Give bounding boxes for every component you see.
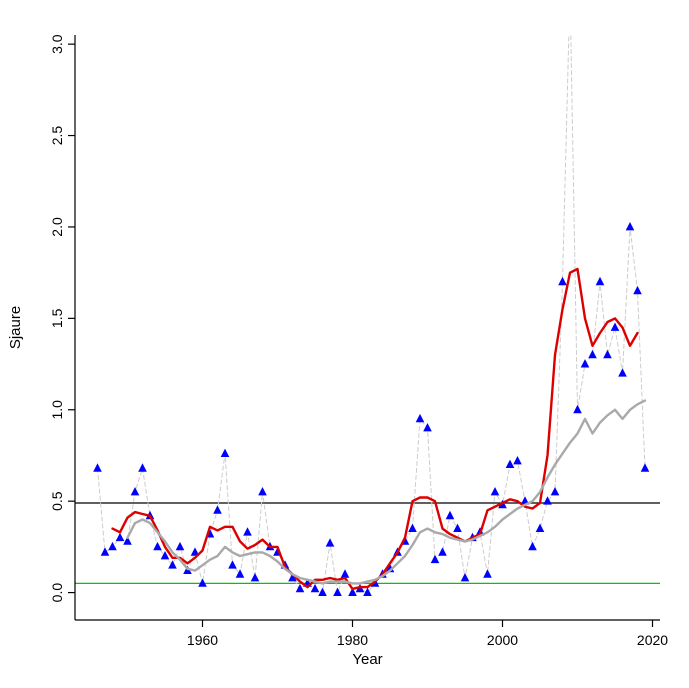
triangle-marker (220, 448, 230, 457)
triangle-marker (93, 463, 102, 472)
triangle-marker (640, 463, 650, 472)
triangle-marker (258, 487, 267, 496)
triangle-marker (108, 541, 117, 551)
y-tick-label: 0.5 (49, 491, 65, 511)
x-tick-label: 2020 (637, 632, 668, 648)
x-axis-title: Year (352, 651, 382, 668)
triangle-marker (588, 349, 597, 359)
y-tick-label: 1.5 (49, 308, 65, 328)
triangle-marker (558, 276, 567, 286)
smooth-gray-line (126, 399, 647, 585)
triangle-marker (633, 285, 642, 295)
triangle-marker (618, 368, 627, 377)
triangle-marker (228, 560, 237, 569)
triangle-marker (453, 523, 462, 532)
triangle-marker (348, 587, 357, 596)
triangle-marker (438, 547, 447, 556)
triangle-marker (235, 569, 245, 578)
y-tick-label: 0.0 (49, 583, 65, 603)
series-layer (93, 35, 650, 596)
triangle-marker (483, 569, 492, 578)
y-tick-label: 3.0 (49, 34, 65, 54)
triangle-marker (535, 523, 545, 532)
triangle-marker (333, 587, 342, 596)
triangle-marker (573, 404, 582, 414)
triangle-marker (543, 496, 552, 505)
triangle-marker (513, 456, 522, 465)
triangle-marker (490, 487, 500, 496)
triangle-marker (580, 359, 590, 368)
triangle-marker (408, 523, 417, 532)
smooth-red-line (111, 267, 639, 591)
triangle-marker (138, 463, 147, 472)
triangle-marker (250, 573, 260, 582)
triangle-marker (190, 547, 200, 556)
triangle-marker (243, 527, 252, 536)
triangle-marker (198, 578, 207, 587)
triangle-marker (160, 551, 170, 560)
triangle-marker (130, 487, 140, 496)
triangle-marker (213, 505, 222, 514)
triangle-marker (423, 423, 432, 432)
triangle-marker (168, 560, 177, 569)
triangle-marker (288, 573, 297, 582)
triangle-marker (363, 587, 372, 596)
triangle-marker (115, 532, 125, 542)
y-tick-label: 1.0 (49, 400, 65, 420)
triangle-marker (595, 276, 605, 286)
triangle-marker (415, 413, 425, 423)
triangle-marker (528, 541, 537, 551)
y-tick-label: 2.0 (49, 217, 65, 237)
y-axis-title: Sjaure (7, 306, 24, 349)
triangle-marker (325, 538, 335, 547)
triangle-marker (310, 583, 320, 593)
triangle-marker (318, 587, 327, 596)
triangle-marker (175, 541, 185, 551)
triangle-marker (625, 222, 635, 231)
x-tick-label: 1980 (337, 632, 368, 648)
triangle-marker (123, 536, 132, 545)
triangle-marker (445, 510, 455, 520)
x-tick-label: 2000 (487, 632, 518, 648)
triangle-marker (460, 573, 470, 582)
y-tick-label: 2.5 (49, 126, 65, 146)
triangle-marker (610, 322, 620, 331)
triangle-marker (505, 459, 515, 468)
triangle-marker (603, 349, 612, 359)
triangle-marker (295, 583, 305, 593)
x-tick-label: 1960 (187, 632, 218, 648)
triangle-marker (340, 569, 350, 578)
triangle-marker (550, 487, 560, 496)
triangle-marker (430, 554, 440, 564)
triangle-marker (153, 541, 162, 551)
triangle-marker (100, 547, 110, 556)
